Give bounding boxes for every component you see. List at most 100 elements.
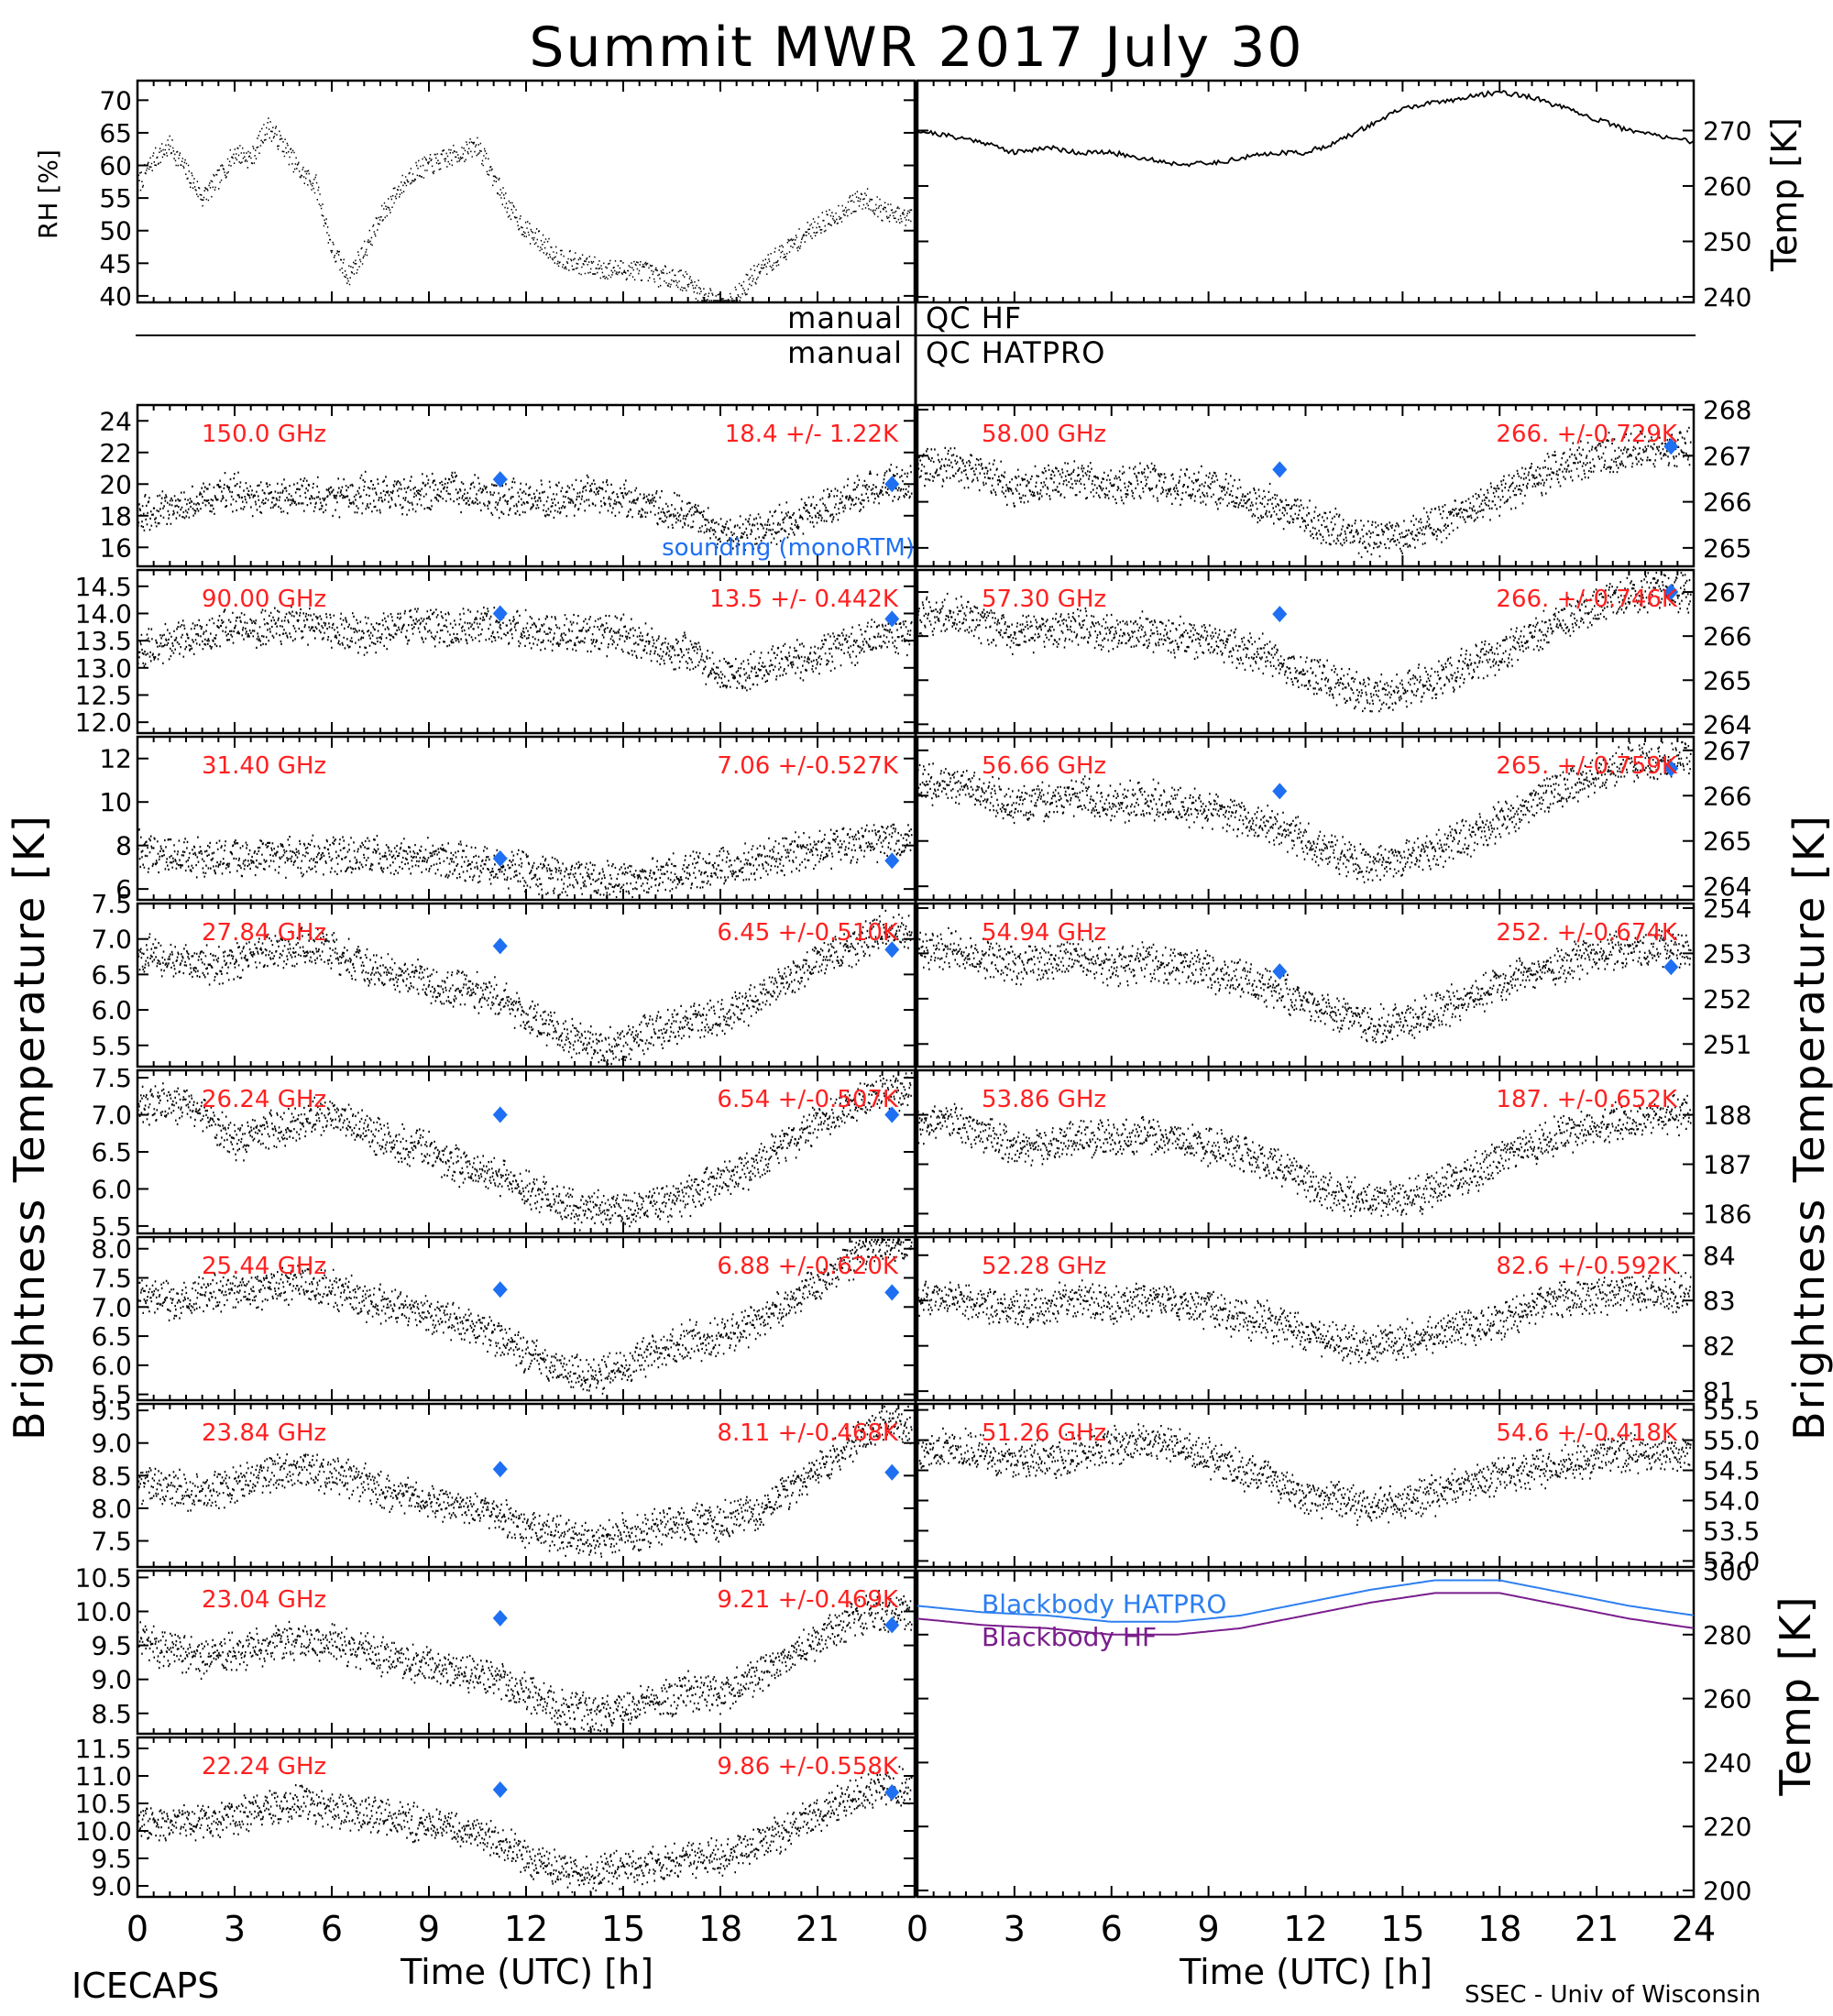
x-tick-label-right: 21 xyxy=(1575,1909,1619,1949)
panel-58-00-ghz-ytick-label: 265 xyxy=(1703,533,1751,564)
panel-90-ghz-channel-label: 90.00 GHz xyxy=(202,586,326,613)
panel-22-24-ghz-ytick-label: 10.0 xyxy=(75,1816,132,1846)
panel-90-ghz-ytick-label: 13.5 xyxy=(75,626,132,656)
blackbody-series-0 xyxy=(916,1579,1695,1623)
panel-27-84-ghz-ytick-label: 7.0 xyxy=(91,925,132,955)
panel-22-24-ghz-ytick-label: 11.0 xyxy=(75,1761,132,1791)
panel-25-44-ghz-sounding-point xyxy=(492,1281,508,1298)
panel-51-26-ghz-ytick-label: 55.0 xyxy=(1703,1426,1760,1456)
panel-51-26-ghz-ytick-label: 54.5 xyxy=(1703,1456,1760,1486)
panel-51-26-ghz-series xyxy=(917,1423,1692,1527)
blackbody-panel-ytick-label: 280 xyxy=(1703,1620,1751,1650)
panel-31-40-ghz-sounding-point xyxy=(884,852,900,870)
panel-90-ghz-ticks xyxy=(137,570,916,733)
panel-26-24-ghz-sounding-point xyxy=(492,1106,508,1123)
panel-52-28-ghz-ytick-label: 81 xyxy=(1703,1376,1736,1407)
panel-23-04-ghz-series xyxy=(137,1589,913,1733)
x-tick-label-left: 6 xyxy=(321,1909,343,1949)
rh-panel-ytick-label: 55 xyxy=(99,183,132,214)
panel-90-ghz-ytick-label: 14.5 xyxy=(75,572,132,602)
panel-52-28-ghz-yticks: 84 83 82 81 xyxy=(917,1241,1736,1407)
panel-25-44-ghz-ticks xyxy=(137,1237,916,1400)
panel-52-28-ghz-ytick-label: 83 xyxy=(1703,1286,1736,1316)
panel-26-24-ghz-ytick-label: 6.5 xyxy=(91,1137,132,1167)
temp-panel-ytick-label: 240 xyxy=(1703,282,1751,312)
panel-26-24-ghz-sounding-point xyxy=(884,1106,900,1123)
panel-90-ghz-ytick-label: 14.0 xyxy=(75,598,132,629)
qc-bars: manual QC HF manual QC HATPRO xyxy=(136,301,1696,370)
panel-53-86-ghz-ytick-label: 188 xyxy=(1703,1101,1751,1131)
panel-56-66-ghz-ytick-label: 266 xyxy=(1703,781,1751,811)
x-label-left: Time (UTC) [h] xyxy=(400,1952,653,1992)
panel-25-44-ghz-channel-label: 25.44 GHz xyxy=(202,1253,326,1280)
panel-22-24-ghz-ytick-label: 10.5 xyxy=(75,1789,132,1819)
panel-54-94-ghz-stat-label: 252. +/-0.674K xyxy=(1496,919,1678,947)
x-tick-label-left: 18 xyxy=(698,1909,742,1949)
panel-56-66-ghz-series xyxy=(917,740,1692,883)
x-tick-label-right: 15 xyxy=(1380,1909,1424,1949)
panel-22-24-ghz-sounding-point xyxy=(492,1781,508,1798)
panel-54-94-ghz-channel-label: 54.94 GHz xyxy=(982,919,1106,947)
panel-57-30-ghz-sounding-point xyxy=(1663,584,1679,601)
x-tick-label-right: 24 xyxy=(1672,1909,1716,1949)
panel-25-44-ghz-ytick-label: 8.0 xyxy=(91,1234,132,1265)
panel-23-04-ghz-stat-label: 9.21 +/-0.469K xyxy=(717,1586,899,1614)
footer-left: ICECAPS xyxy=(71,1966,219,2006)
blackbody-panel-yticks: 300 280 260 240 220 200 xyxy=(917,1556,1751,1906)
panel-26-24-ghz-ytick-label: 7.0 xyxy=(91,1101,132,1131)
panel-53-86-ghz-stat-label: 187. +/-0.652K xyxy=(1496,1086,1678,1113)
blackbody-series-1 xyxy=(916,1592,1695,1636)
panel-54-94-ghz-series xyxy=(917,926,1692,1044)
panel-27-84-ghz-series xyxy=(137,909,913,1066)
panel-27-84-ghz-stat-label: 6.45 +/-0.510K xyxy=(717,919,899,947)
panel-31-40-ghz-yticks: 12 10 8 6 xyxy=(99,744,915,904)
rh-panel-ytick-label: 45 xyxy=(99,248,132,279)
panel-57-30-ghz-channel-label: 57.30 GHz xyxy=(982,586,1106,613)
panel-23-04-ghz-ytick-label: 10.5 xyxy=(75,1562,132,1593)
panel-58-00-ghz-sounding-point xyxy=(1663,438,1679,455)
panel-56-66-ghz-ticks xyxy=(916,737,1695,900)
panel-27-84-ghz-ytick-label: 5.5 xyxy=(91,1031,132,1061)
x-tick-label-left: 21 xyxy=(796,1909,840,1949)
panel-150-ghz-ytick-label: 18 xyxy=(99,501,132,531)
panel-23-84-ghz-sounding-point xyxy=(492,1461,508,1478)
x-tick-label-right: 9 xyxy=(1198,1909,1220,1949)
panel-51-26-ghz-yticks: 55.555.054.554.053.553.0 xyxy=(917,1396,1760,1576)
panel-54-94-ghz-ytick-label: 251 xyxy=(1703,1029,1751,1059)
panel-150-ghz-sounding-point xyxy=(884,476,900,493)
qc-hatpro-label: QC HATPRO xyxy=(926,335,1105,370)
panel-31-40-ghz-ytick-label: 6 xyxy=(115,874,132,904)
panel-57-30-ghz-stat-label: 266. +/-0.746K xyxy=(1496,586,1678,613)
panel-51-26-ghz-ticks xyxy=(916,1404,1695,1567)
panel-90-ghz-ytick-label: 13.0 xyxy=(75,653,132,684)
rh-panel-frame xyxy=(136,79,916,304)
panel-25-44-ghz-series xyxy=(137,1238,913,1395)
temp-ylabel: Temp [K] xyxy=(1764,117,1805,272)
panel-57-30-ghz-yticks: 267 266 265 264 xyxy=(917,577,1751,740)
panel-52-28-ghz-ticks xyxy=(916,1237,1695,1400)
panel-23-84-ghz-series xyxy=(137,1405,913,1558)
panel-56-66-ghz-sounding-point xyxy=(1663,760,1679,777)
panel-31-40-ghz-sounding-point xyxy=(492,849,508,867)
panel-57-30-ghz-ytick-label: 267 xyxy=(1703,577,1751,608)
panel-53-86-ghz-ytick-label: 186 xyxy=(1703,1199,1751,1229)
panel-57-30-ghz-ytick-label: 264 xyxy=(1703,709,1751,740)
panel-26-24-ghz-yticks: 7.5 7.0 6.5 6.0 5.5 xyxy=(91,1063,915,1242)
x-tick-label-right: 12 xyxy=(1283,1909,1327,1949)
panel-23-84-ghz-ytick-label: 9.5 xyxy=(91,1396,132,1426)
panel-51-26-ghz-ytick-label: 53.0 xyxy=(1703,1546,1760,1576)
panel-58-00-ghz-sounding-point xyxy=(1272,461,1288,478)
panel-22-24-ghz-yticks: 11.511.010.510.09.59.0 xyxy=(75,1734,915,1901)
panel-27-84-ghz-ticks xyxy=(137,904,916,1067)
panel-58-00-ghz-series xyxy=(917,426,1692,559)
blackbody-panel-ytick-label: 200 xyxy=(1703,1876,1751,1906)
panel-51-26-ghz-ytick-label: 53.5 xyxy=(1703,1516,1760,1546)
rh-panel-ytick-label: 65 xyxy=(99,118,132,148)
panel-51-26-ghz-ytick-label: 54.0 xyxy=(1703,1485,1760,1516)
panel-56-66-ghz-ytick-label: 265 xyxy=(1703,827,1751,857)
panel-54-94-ghz-ytick-label: 252 xyxy=(1703,984,1751,1014)
panel-25-44-ghz-yticks: 8.07.57.06.56.05.5 xyxy=(91,1234,915,1410)
panel-26-24-ghz-ytick-label: 5.5 xyxy=(91,1211,132,1242)
